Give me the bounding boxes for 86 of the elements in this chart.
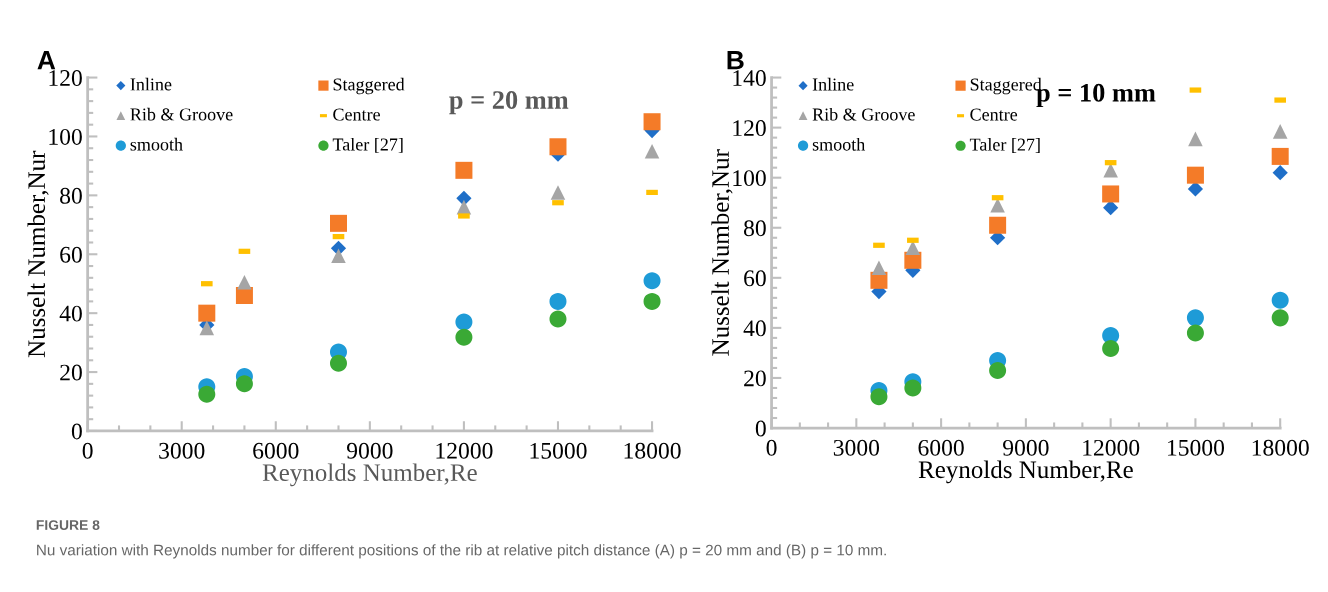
y-tick-label: 60 — [60, 246, 82, 263]
point — [235, 375, 253, 393]
point — [237, 274, 252, 290]
point — [1186, 166, 1204, 184]
legend-label: Centre — [970, 108, 1018, 121]
chart-title: A — [37, 51, 56, 70]
point — [549, 310, 567, 328]
x-tick-label: 3000 — [833, 439, 880, 456]
point — [643, 292, 661, 310]
point — [644, 143, 660, 159]
text: Nu variation with Reynolds number for different positions of the rib at relative pitch distance (A) p = 20 mm and (B) p = 10 mm. — [37, 544, 886, 559]
x-tick-label: 18000 — [1252, 439, 1309, 456]
x-tick-label: 0 — [82, 442, 93, 459]
y-axis-title: Nusselt Number,Nur — [711, 149, 733, 356]
y-tick-label: 120 — [49, 70, 82, 86]
point — [989, 361, 1007, 379]
point — [989, 216, 1007, 234]
y-tick-label: 0 — [755, 420, 766, 437]
point — [198, 385, 216, 403]
y-tick-label: 40 — [743, 320, 766, 337]
point — [1272, 124, 1288, 139]
y-tick-label: 80 — [744, 220, 766, 237]
point — [331, 248, 346, 264]
y-tick-label: 40 — [59, 305, 82, 322]
x-tick-label: 6000 — [918, 439, 964, 456]
legend-label: smooth — [812, 137, 866, 151]
point — [870, 388, 888, 406]
y-tick-label: 120 — [733, 120, 766, 137]
x-axis-title: Reynolds Number,Re — [918, 460, 1133, 484]
point — [1188, 131, 1203, 147]
point — [1103, 200, 1119, 216]
legend-label: smooth — [130, 137, 183, 151]
point — [549, 138, 567, 156]
legend-label: Rib & Groove — [130, 107, 233, 121]
point — [871, 260, 887, 276]
point — [550, 185, 566, 200]
point — [455, 328, 473, 346]
x-tick-label: 6000 — [253, 442, 299, 459]
point — [1271, 147, 1289, 165]
legend-label: Taler [27] — [969, 137, 1040, 153]
x-tick-label: 15000 — [530, 442, 587, 459]
point — [1187, 181, 1204, 197]
legend-label: Inline — [812, 77, 854, 91]
point — [905, 240, 921, 256]
legend-label: Centre — [333, 108, 380, 121]
y-tick-label: 140 — [733, 70, 766, 86]
point — [1102, 185, 1120, 203]
y-tick-label: 0 — [71, 423, 82, 440]
x-tick-label: 0 — [766, 439, 777, 456]
y-tick-label: 60 — [744, 270, 766, 287]
point — [1271, 291, 1289, 309]
y-tick-label: 20 — [60, 364, 82, 381]
x-tick-label: 15000 — [1167, 439, 1225, 456]
x-tick-label: 3000 — [159, 442, 205, 459]
y-tick-label: 100 — [733, 170, 766, 187]
point — [198, 304, 216, 322]
y-tick-label: 100 — [49, 128, 82, 145]
point — [1272, 165, 1288, 181]
annotation: p = 20 mm — [449, 91, 569, 115]
legend-label: Inline — [130, 77, 172, 91]
point — [329, 214, 347, 232]
point — [1102, 339, 1120, 357]
x-tick-label: 9000 — [347, 442, 393, 459]
x-tick-label: 12000 — [436, 442, 493, 459]
x-tick-label: 12000 — [1083, 439, 1140, 456]
y-tick-label: 80 — [60, 187, 82, 204]
y-axis-title: Nusselt Number,Nur — [27, 150, 49, 358]
caption: FIGURE 8 — [36, 520, 100, 530]
point — [643, 272, 661, 290]
legend-label: Staggered — [333, 77, 405, 95]
legend-label: Rib & Groove — [812, 107, 915, 121]
y-tick-label: 20 — [744, 370, 766, 387]
point — [904, 379, 922, 397]
point — [549, 292, 567, 310]
point — [455, 161, 473, 179]
point — [455, 313, 473, 331]
x-axis-title: Reynolds Number,Re — [262, 463, 477, 487]
point — [1186, 324, 1204, 342]
point — [1271, 309, 1289, 327]
x-tick-label: 18000 — [624, 442, 681, 459]
point — [1186, 309, 1204, 327]
chart-title: B — [727, 51, 744, 70]
x-tick-label: 9000 — [1003, 439, 1049, 456]
legend-label: Taler [27] — [332, 137, 403, 153]
point — [329, 354, 347, 372]
point — [643, 113, 661, 131]
